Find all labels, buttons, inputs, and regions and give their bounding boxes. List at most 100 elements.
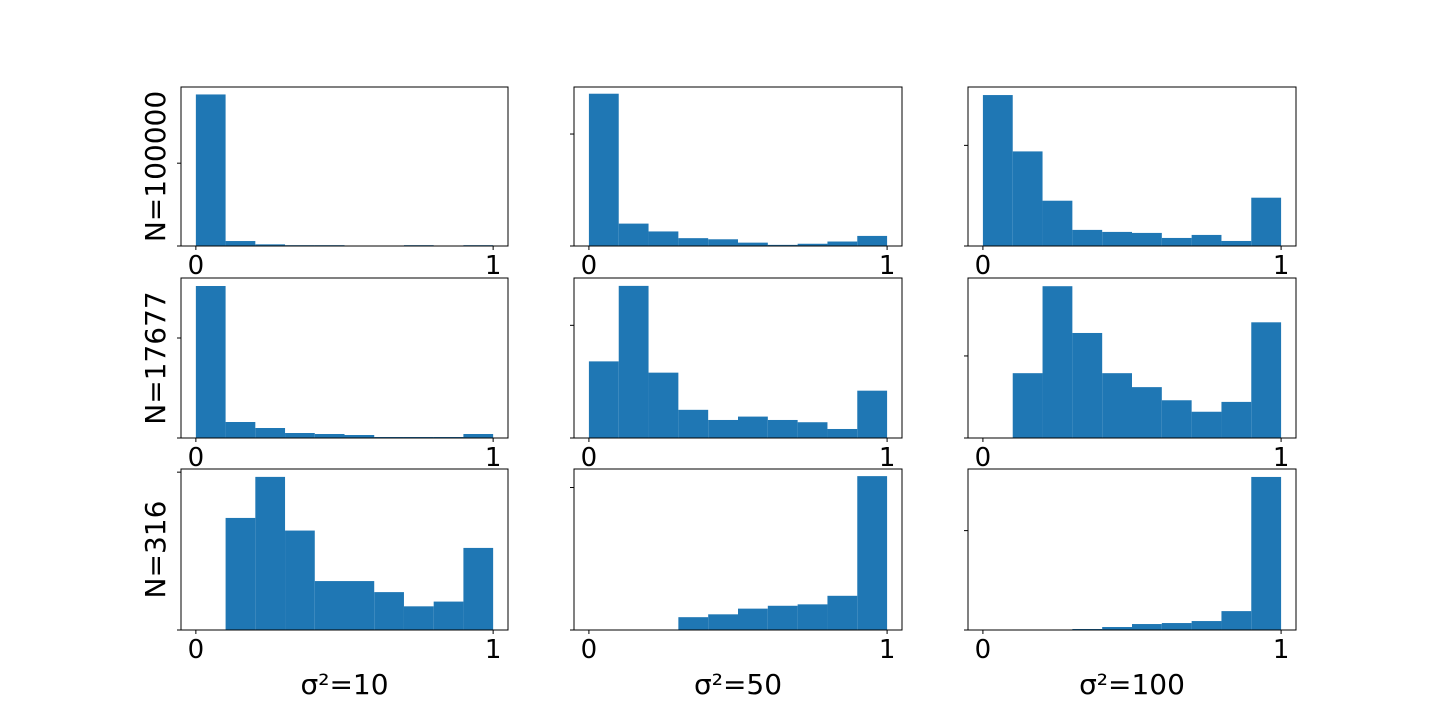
bar — [1251, 476, 1282, 630]
bar — [1072, 229, 1103, 246]
bar — [195, 94, 226, 246]
bar — [767, 605, 798, 630]
bar — [463, 547, 494, 630]
bar — [1221, 611, 1252, 630]
bar — [1161, 623, 1192, 630]
bar — [1251, 197, 1282, 246]
bar — [827, 241, 858, 246]
axes-frame — [180, 277, 509, 439]
x-tick-label: 1 — [879, 443, 896, 473]
bar — [314, 434, 345, 438]
axes-frame — [573, 86, 903, 247]
bar — [827, 428, 858, 438]
bar — [1102, 373, 1132, 438]
bar — [708, 239, 738, 246]
axes-frame — [573, 468, 903, 631]
bar — [1221, 240, 1252, 246]
x-tick-label: 0 — [581, 635, 598, 665]
x-tick-label: 1 — [879, 251, 896, 281]
bar — [463, 434, 494, 438]
x-tick-label: 1 — [1273, 443, 1290, 473]
bar — [588, 361, 619, 438]
bar — [618, 223, 649, 246]
axes-frame — [967, 86, 1297, 247]
x-tick-label: 1 — [1273, 635, 1290, 665]
bar — [678, 617, 709, 630]
bar — [797, 422, 828, 438]
x-tick-label: 0 — [188, 251, 205, 281]
bar — [857, 476, 888, 630]
bar — [738, 608, 768, 630]
axes-frame — [967, 277, 1297, 439]
bar — [1191, 234, 1222, 246]
x-tick-label: 1 — [485, 251, 502, 281]
bar — [1132, 232, 1162, 246]
x-axis-label: σ²=50 — [694, 668, 782, 701]
x-tick-label: 1 — [485, 443, 502, 473]
bar — [708, 419, 738, 438]
x-tick-label: 1 — [1273, 251, 1290, 281]
bar — [857, 390, 888, 438]
bar — [255, 244, 286, 246]
bar — [374, 592, 404, 630]
bar — [195, 286, 226, 438]
x-tick-label: 0 — [188, 443, 205, 473]
bar — [767, 419, 798, 438]
x-tick-label: 0 — [581, 251, 598, 281]
bar — [1191, 621, 1222, 630]
bar — [1072, 332, 1103, 438]
bar — [1042, 286, 1073, 438]
x-tick-label: 0 — [975, 635, 992, 665]
bar — [678, 238, 709, 246]
x-tick-label: 0 — [975, 251, 992, 281]
bar — [797, 243, 828, 246]
bar — [797, 604, 828, 630]
y-axis-label: N=100000 — [139, 91, 172, 242]
bar — [285, 530, 315, 630]
x-tick-label: 1 — [485, 635, 502, 665]
bar — [225, 517, 256, 630]
bar — [225, 422, 256, 438]
bar — [1102, 231, 1132, 246]
x-tick-label: 0 — [581, 443, 598, 473]
bar — [1012, 151, 1043, 246]
bar — [285, 433, 315, 438]
axes-frame — [967, 468, 1297, 631]
bar — [648, 372, 679, 438]
bar — [1132, 387, 1162, 438]
bar — [1251, 322, 1282, 438]
bar — [767, 244, 798, 246]
bar — [857, 235, 888, 246]
bar — [314, 581, 345, 630]
bar — [403, 606, 434, 630]
axes-frame — [573, 277, 903, 439]
y-axis-label: N=17677 — [139, 291, 172, 424]
bar — [1042, 200, 1073, 246]
bar — [225, 241, 256, 246]
axes-frame — [180, 86, 509, 247]
bar — [738, 242, 768, 246]
x-tick-label: 0 — [188, 635, 205, 665]
bar — [255, 476, 286, 630]
bar — [1161, 400, 1192, 438]
bar — [1191, 411, 1222, 438]
bar — [344, 435, 375, 438]
bar — [648, 231, 679, 246]
bar — [1102, 627, 1132, 630]
bar — [344, 581, 375, 630]
bar — [1132, 624, 1162, 630]
bar — [1221, 401, 1252, 438]
y-axis-label: N=316 — [139, 501, 172, 599]
bar — [708, 614, 738, 630]
bar — [255, 428, 286, 438]
bar — [678, 409, 709, 438]
bar — [433, 601, 464, 630]
bar — [1012, 373, 1043, 438]
bar — [982, 95, 1013, 247]
bar — [827, 595, 858, 630]
x-tick-label: 1 — [879, 635, 896, 665]
bar — [618, 285, 649, 438]
x-axis-label: σ²=100 — [1079, 668, 1185, 701]
bar — [1161, 237, 1192, 246]
